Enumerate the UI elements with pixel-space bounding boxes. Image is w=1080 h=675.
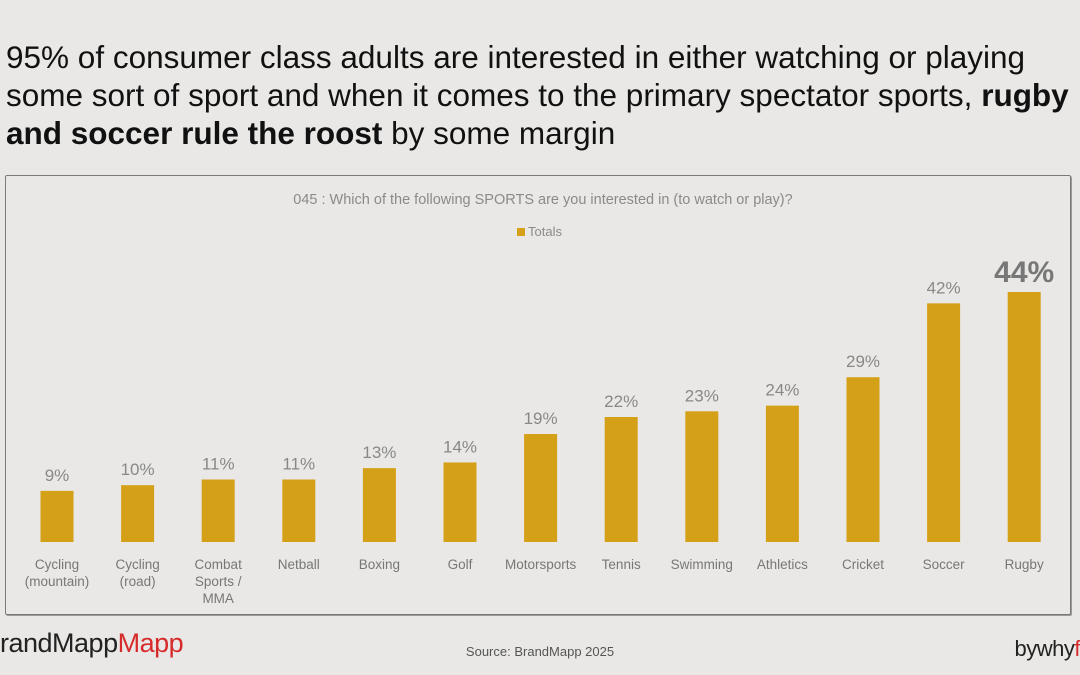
category-label-12-line-0: Rugby [1005, 557, 1044, 572]
bar-chart: 045 : Which of the following SPORTS are … [25, 192, 1055, 606]
category-label-0-line-1: (mountain) [25, 574, 90, 589]
category-label-9-line-0: Athletics [757, 557, 808, 572]
bar-7 [604, 417, 638, 542]
category-label-1-line-0: Cycling [115, 557, 159, 572]
headline-text: 95% of consumer class adults are interes… [6, 39, 1026, 113]
category-label-5-line-0: Golf [448, 557, 473, 572]
bar-6 [524, 434, 558, 542]
category-label-0-line-0: Cycling [35, 557, 79, 572]
category-label-10-line-0: Cricket [842, 557, 884, 572]
bars-group [40, 292, 1041, 542]
value-labels-group: 9% 10% 11% 11% 13% 14% 19% 22% 23% 24% 29% 42% 44% [45, 256, 1055, 485]
chart-frame: 045 : Which of the following SPORTS are … [5, 175, 1071, 615]
category-label-2-line-2: MMA [202, 591, 234, 606]
bar-3 [282, 479, 316, 542]
category-label-3-line-0: Netball [278, 557, 320, 572]
brandmapp-logo: randMappMapp [0, 628, 184, 659]
byline-accent: f [1074, 636, 1080, 661]
logo-accent: Mapp [117, 628, 184, 658]
category-label-6-line-0: Motorsports [505, 557, 577, 572]
source-note: Source: BrandMapp 2025 [465, 644, 615, 659]
category-labels-group: Cycling (mountain) Cycling (road) Combat Spor… [25, 557, 1044, 606]
headline-tail: by some margin [391, 115, 616, 151]
value-label-2: 11% [202, 455, 235, 474]
bar-8 [685, 411, 719, 542]
value-label-11: 42% [927, 278, 961, 297]
value-label-10: 29% [846, 352, 880, 371]
value-label-8: 23% [685, 386, 719, 405]
headline-bold: rugby and soccer rule the roost [6, 77, 1069, 151]
legend-label: Totals [528, 224, 562, 239]
category-label-1-line-1: (road) [120, 574, 156, 589]
legend-swatch [517, 228, 525, 236]
category-label-4-line-0: Boxing [359, 557, 400, 572]
value-label-1: 10% [121, 460, 155, 479]
value-label-0: 9% [45, 466, 70, 485]
value-label-5: 14% [443, 437, 477, 456]
bar-4 [362, 468, 396, 542]
bar-0 [40, 490, 74, 542]
headline: 95% of consumer class adults are interes… [6, 38, 1074, 152]
value-label-3: 11% [282, 455, 315, 474]
chart-title: 045 : Which of the following SPORTS are … [293, 192, 792, 208]
category-label-2-line-0: Combat [195, 557, 243, 572]
bar-1 [121, 485, 155, 542]
bar-9 [765, 405, 799, 542]
bar-10 [846, 377, 880, 542]
category-label-11-line-0: Soccer [923, 557, 966, 572]
whyfive-logo: bywhyf [1015, 636, 1080, 662]
category-label-2-line-1: Sports / [195, 574, 242, 589]
byline-text: bywhy [1014, 636, 1075, 661]
value-label-6: 19% [524, 409, 558, 428]
value-label-4: 13% [362, 443, 396, 462]
value-label-7: 22% [604, 392, 638, 411]
bar-5 [443, 462, 477, 542]
category-label-8-line-0: Swimming [671, 557, 733, 572]
value-label-9: 24% [765, 381, 799, 400]
value-label-12: 44% [994, 256, 1054, 289]
bar-2 [201, 479, 235, 542]
logo-text: randMapp [0, 628, 118, 658]
bar-12 [1007, 292, 1041, 542]
category-label-7-line-0: Tennis [602, 557, 641, 572]
bar-11 [927, 303, 961, 542]
